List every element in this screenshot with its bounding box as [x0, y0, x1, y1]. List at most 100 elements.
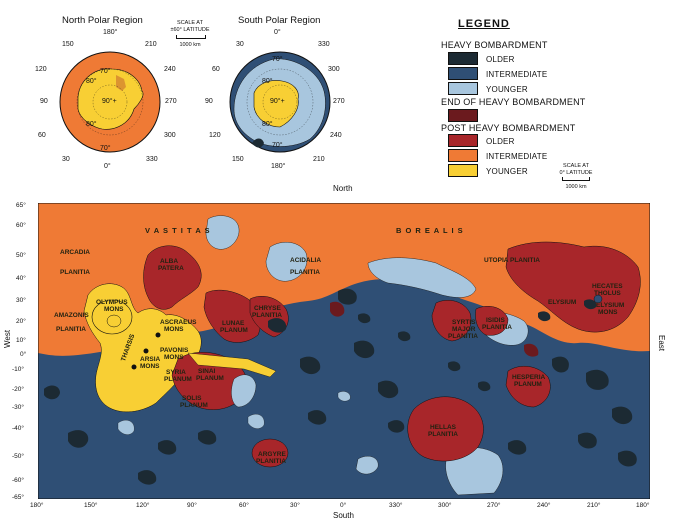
lon-150: 150° — [84, 502, 98, 509]
legend-label-post-younger: YOUNGER — [486, 167, 528, 176]
olympus-mons-shape — [91, 299, 133, 335]
legend-swatch-heavy-older — [448, 52, 478, 65]
older-heavy-patches — [44, 288, 637, 485]
lat-30: 30° — [16, 297, 26, 304]
argyre-region — [251, 438, 289, 468]
legend-swatch-post-intermediate — [448, 149, 478, 162]
label-chryse-2: PLANITIA — [252, 312, 282, 319]
end-heavy-patch-2 — [524, 343, 539, 357]
lat-40: 40° — [16, 275, 26, 282]
np-lon-90: 90 — [40, 98, 48, 105]
label-isidis-2: PLANITIA — [482, 324, 512, 331]
label-elysium: ELYSIUM — [548, 299, 577, 306]
label-hecates: HECATES — [592, 283, 623, 290]
sp-lat-80b: 80° — [262, 121, 273, 128]
label-syrtis: SYRTIS — [452, 319, 476, 326]
northern-plains — [38, 203, 650, 356]
label-lunae: LUNAE — [222, 320, 245, 327]
sp-lon-180: 180° — [271, 163, 286, 170]
lon-60: 60° — [239, 502, 249, 509]
label-olympus: OLYMPUS — [96, 299, 128, 306]
label-elysium-mons: ELYSIUM — [596, 302, 625, 309]
lon-90: 90° — [187, 502, 197, 509]
lon-180w: 180° — [30, 502, 44, 509]
np-lon-300: 300 — [164, 132, 176, 139]
younger-patch-7 — [355, 456, 379, 475]
eq-scale-line3: 1000 km — [565, 184, 587, 190]
label-isidis: ISIDIS — [486, 317, 505, 324]
lon-270: 270° — [487, 502, 501, 509]
south-polar-cap — [253, 80, 299, 128]
utopia-region — [505, 241, 641, 333]
valles-streak — [187, 352, 277, 378]
np-lon-180: 180° — [103, 29, 118, 36]
lon-0: 0° — [340, 502, 347, 509]
north-polar-cap-region — [77, 68, 144, 130]
lat-10: 10° — [16, 337, 26, 344]
lon-240: 240° — [537, 502, 551, 509]
legend-swatch-end-heavy — [448, 109, 478, 122]
label-sinai-2: PLANUM — [196, 375, 224, 382]
lon-210: 210° — [587, 502, 601, 509]
arsia-dot — [131, 364, 137, 370]
label-elysium-mons-2: MONS — [598, 309, 618, 316]
label-ascraeus-2: MONS — [164, 326, 184, 333]
eq-scale-line1: SCALE AT — [563, 163, 589, 169]
legend-swatch-heavy-intermediate — [448, 67, 478, 80]
legend-label-heavy-intermediate: INTERMEDIATE — [486, 70, 548, 79]
younger-patch-5 — [231, 374, 257, 408]
np-lon-60: 60 — [38, 132, 46, 139]
label-arcadia: ARCADIA — [60, 249, 90, 256]
label-sinai: SINAI — [198, 368, 216, 375]
sp-lat-70b: 70° — [272, 142, 283, 149]
sp-lon-90: 90 — [205, 98, 213, 105]
hesperia-region — [505, 365, 551, 408]
isidis-region — [475, 306, 509, 336]
label-acidalia-2: PLANITIA — [290, 269, 320, 276]
polar-scale-line3: 1000 km — [179, 42, 201, 48]
label-alba: ALBA — [160, 258, 179, 265]
label-arsia-2: MONS — [140, 363, 160, 370]
elysium-mons-dot — [593, 294, 603, 304]
lat-0: 0° — [20, 351, 27, 358]
legend-post-heading: POST HEAVY BOMBARDMENT — [441, 123, 576, 133]
lat-m40: -40° — [12, 425, 24, 432]
label-syrtis-3: PLANITIA — [448, 333, 478, 340]
label-amazonis: AMAZONIS — [54, 312, 89, 319]
younger-patch-3 — [367, 257, 477, 298]
lon-120: 120° — [136, 502, 150, 509]
eq-scale-line2: 0° LATITUDE — [559, 170, 593, 176]
sp-lon-240: 240 — [330, 132, 342, 139]
label-hellas: HELLAS — [430, 424, 456, 431]
label-syria: SYRIA — [166, 369, 186, 376]
lunae-region — [203, 289, 261, 343]
sp-lon-30: 30 — [236, 41, 244, 48]
label-argyre: ARGYRE — [258, 451, 286, 458]
syrtis-region — [431, 300, 472, 342]
ascraeus-dot — [155, 332, 161, 338]
lat-m20: -20° — [12, 386, 24, 393]
legend-label-heavy-older: OLDER — [486, 55, 515, 64]
north-polar-title: North Polar Region — [62, 15, 143, 26]
lat-m65: -65° — [12, 494, 24, 501]
lon-300: 300° — [438, 502, 452, 509]
sp-lon-0: 0° — [274, 29, 281, 36]
legend-swatch-post-older — [448, 134, 478, 147]
label-ascraeus: ASCRAEUS — [160, 319, 197, 326]
sp-lon-330: 330 — [318, 41, 330, 48]
sp-lon-270: 270 — [333, 98, 345, 105]
np-lon-330: 330 — [146, 156, 158, 163]
legend-heavy-heading: HEAVY BOMBARDMENT — [441, 40, 548, 50]
lat-20: 20° — [16, 318, 26, 325]
hellas-region — [407, 396, 484, 462]
polar-scale-bar — [176, 35, 206, 39]
label-alba-2: PATERA — [158, 265, 184, 272]
np-lon-0: 0° — [104, 163, 111, 170]
sp-lon-210: 210 — [313, 156, 325, 163]
lat-m30: -30° — [12, 404, 24, 411]
label-hesperia-2: PLANUM — [514, 381, 542, 388]
lat-m10: -10° — [12, 366, 24, 373]
legend-title: LEGEND — [458, 18, 510, 30]
np-lat-80: 80° — [86, 78, 97, 85]
label-syria-2: PLANUM — [164, 376, 192, 383]
